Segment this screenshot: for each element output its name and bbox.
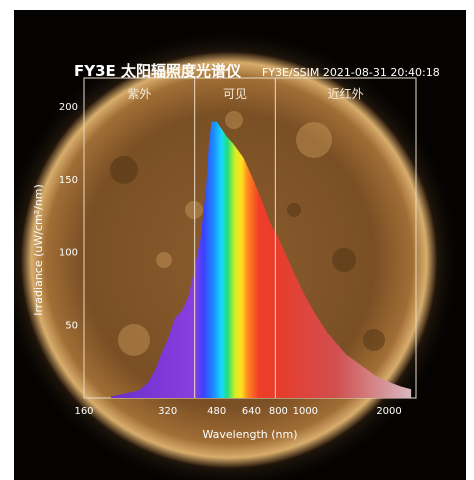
y-tick-label: 200 [59, 102, 78, 113]
chart-title: FY3E 太阳辐照度光谱仪 [74, 62, 242, 80]
region-label: 近红外 [328, 86, 364, 101]
sun-feature [287, 203, 301, 217]
x-tick-label: 2000 [376, 406, 401, 417]
spectrum-area [111, 121, 412, 398]
chart-panel: 紫外 可见 近红外 160 320 480 640 800 1000 2000 50 100 150… [14, 10, 466, 480]
x-tick-label: 1000 [293, 406, 318, 417]
x-tick-label: 800 [269, 406, 288, 417]
sun-feature [156, 252, 172, 268]
y-axis-label: Irradiance (uW/cm²/nm) [32, 184, 45, 316]
y-tick-label: 150 [59, 175, 78, 186]
sun-feature [185, 201, 203, 219]
sun-feature [225, 111, 243, 129]
x-tick-label: 320 [158, 406, 177, 417]
x-axis-ticks: 160 320 480 640 800 1000 2000 [74, 406, 401, 417]
region-label: 可见 [223, 87, 247, 101]
x-tick-label: 480 [207, 406, 226, 417]
sun-feature [118, 324, 150, 356]
y-tick-label: 50 [65, 320, 78, 331]
sun-feature [110, 156, 138, 184]
sun-feature [332, 248, 356, 272]
x-axis-label: Wavelength (nm) [202, 428, 297, 441]
y-axis-ticks: 50 100 150 200 [59, 102, 78, 331]
sun-feature [363, 329, 385, 351]
solar-spectrum-chart: 紫外 可见 近红外 160 320 480 640 800 1000 2000 50 100 150… [14, 28, 461, 480]
x-tick-label: 160 [74, 406, 93, 417]
chart-subtitle: FY3E/SSIM 2021-08-31 20:40:18 [262, 66, 440, 79]
region-labels: 紫外 可见 近红外 [127, 86, 363, 101]
region-dividers [194, 78, 276, 398]
x-tick-label: 640 [242, 406, 261, 417]
sun-feature [296, 122, 332, 158]
region-label: 紫外 [127, 87, 151, 101]
y-tick-label: 100 [59, 248, 78, 259]
